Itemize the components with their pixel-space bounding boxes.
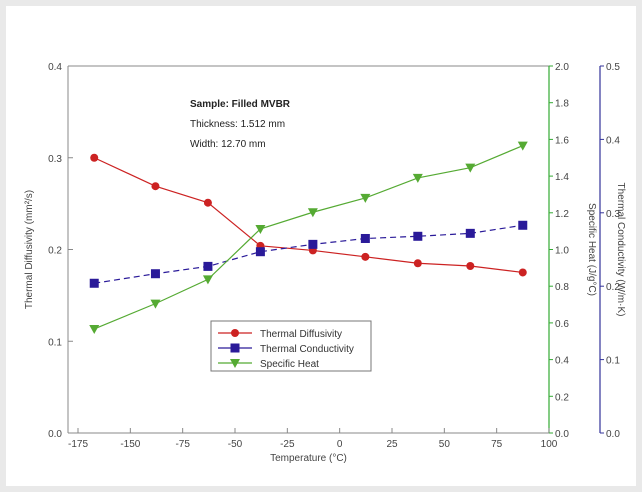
right1-axis-label: Specific Heat (J/g°C) [586,203,597,296]
data-point-thermal-diffusivity [518,268,527,277]
data-point-thermal-conductivity [465,228,475,238]
left-axis-label: Thermal Diffusivity (mm²/s) [24,190,35,309]
legend-label-thermal-conductivity: Thermal Conductivity [260,344,354,355]
right1-tick-label: 2.0 [555,62,569,73]
data-point-thermal-diffusivity [90,153,99,162]
data-point-thermal-conductivity [413,231,423,241]
right2-tick-label: 0.4 [606,135,620,146]
x-axis-label: Temperature (°C) [270,453,347,464]
x-tick-label: -25 [280,439,295,450]
data-point-specific-heat [360,193,371,203]
data-point-thermal-diffusivity [413,259,422,268]
legend-label-thermal-diffusivity: Thermal Diffusivity [260,329,342,340]
legend-label-specific-heat: Specific Heat [260,359,319,370]
left-tick-label: 0.0 [48,429,62,440]
axes-layer: -175 -150 -75 -50 -25 0 25 50 75 100 Temperature (… [24,62,626,464]
left-tick-label: 0.3 [48,154,62,165]
annotation-sample: Sample: Filled MVBR [190,99,291,110]
series-line-thermal-diffusivity [93,157,523,274]
chart-frame: -175 -150 -75 -50 -25 0 25 50 75 100 Temperature (… [6,6,636,486]
x-tick-label: 100 [541,439,558,450]
data-point-specific-heat [255,224,266,234]
annotation-width: Width: 12.70 mm [190,139,266,150]
data-point-specific-heat [307,208,318,218]
x-tick-label: 50 [439,439,451,450]
data-point-thermal-conductivity [308,239,318,249]
data-point-thermal-diffusivity [203,198,212,207]
legend-items: Thermal Diffusivity Thermal Conductivity S… [218,329,354,370]
x-tick-label: 25 [386,439,398,450]
legend-marker-thermal-diffusivity [231,329,239,337]
right1-tick-label: 0.6 [555,319,569,330]
legend: Thermal Diffusivity Thermal Conductivity S… [210,320,372,372]
legend-marker-thermal-conductivity [230,343,240,353]
right1-tick-label: 1.6 [555,135,569,146]
data-point-specific-heat [89,324,100,334]
right1-tick-label: 1.4 [555,172,569,183]
left-tick-label: 0.1 [48,337,62,348]
right1-tick-label: 0.8 [555,282,569,293]
right1-tick-label: 1.2 [555,209,569,220]
annotation-thickness: Thickness: 1.512 mm [190,119,285,130]
x-tick-label: 0 [337,439,343,450]
right2-tick-label: 0.3 [606,209,620,220]
data-point-thermal-diffusivity [466,262,475,271]
right2-axis-label: Thermal Conductivity (W/m·K) [615,183,626,317]
data-point-thermal-conductivity [518,220,528,230]
data-point-specific-heat [150,299,161,309]
right1-tick-label: 0.0 [555,429,569,440]
data-point-specific-heat [412,173,423,183]
x-tick-label: 75 [491,439,503,450]
data-point-thermal-conductivity [360,233,370,243]
data-point-specific-heat [465,163,476,173]
x-tick-label: -175 [68,439,88,450]
right1-tick-label: 1.8 [555,99,569,110]
x-tick-label: -75 [175,439,190,450]
annotation-layer: Sample: Filled MVBR Thickness: 1.512 mm … [190,99,291,150]
data-point-thermal-conductivity [150,269,160,279]
x-tick-label: -150 [120,439,140,450]
data-point-thermal-conductivity [89,278,99,288]
series-layer [89,141,528,334]
left-tick-label: 0.4 [48,62,62,73]
right1-tick-label: 0.4 [555,356,569,367]
data-point-thermal-diffusivity [361,252,370,261]
right2-tick-label: 0.0 [606,429,620,440]
data-point-thermal-conductivity [255,247,265,257]
legend-marker-specific-heat [230,359,240,368]
right2-tick-label: 0.1 [606,356,620,367]
data-point-thermal-conductivity [203,261,213,271]
left-tick-label: 0.2 [48,246,62,257]
data-point-specific-heat [202,275,213,285]
right2-tick-label: 0.2 [606,282,620,293]
data-point-thermal-diffusivity [151,182,160,191]
x-tick-label: -50 [228,439,243,450]
right1-tick-label: 0.2 [555,392,569,403]
chart-svg: -175 -150 -75 -50 -25 0 25 50 75 100 Temperature (… [24,62,626,464]
right1-tick-label: 1.0 [555,246,569,257]
data-point-specific-heat [517,141,528,151]
right2-tick-label: 0.5 [606,62,620,73]
